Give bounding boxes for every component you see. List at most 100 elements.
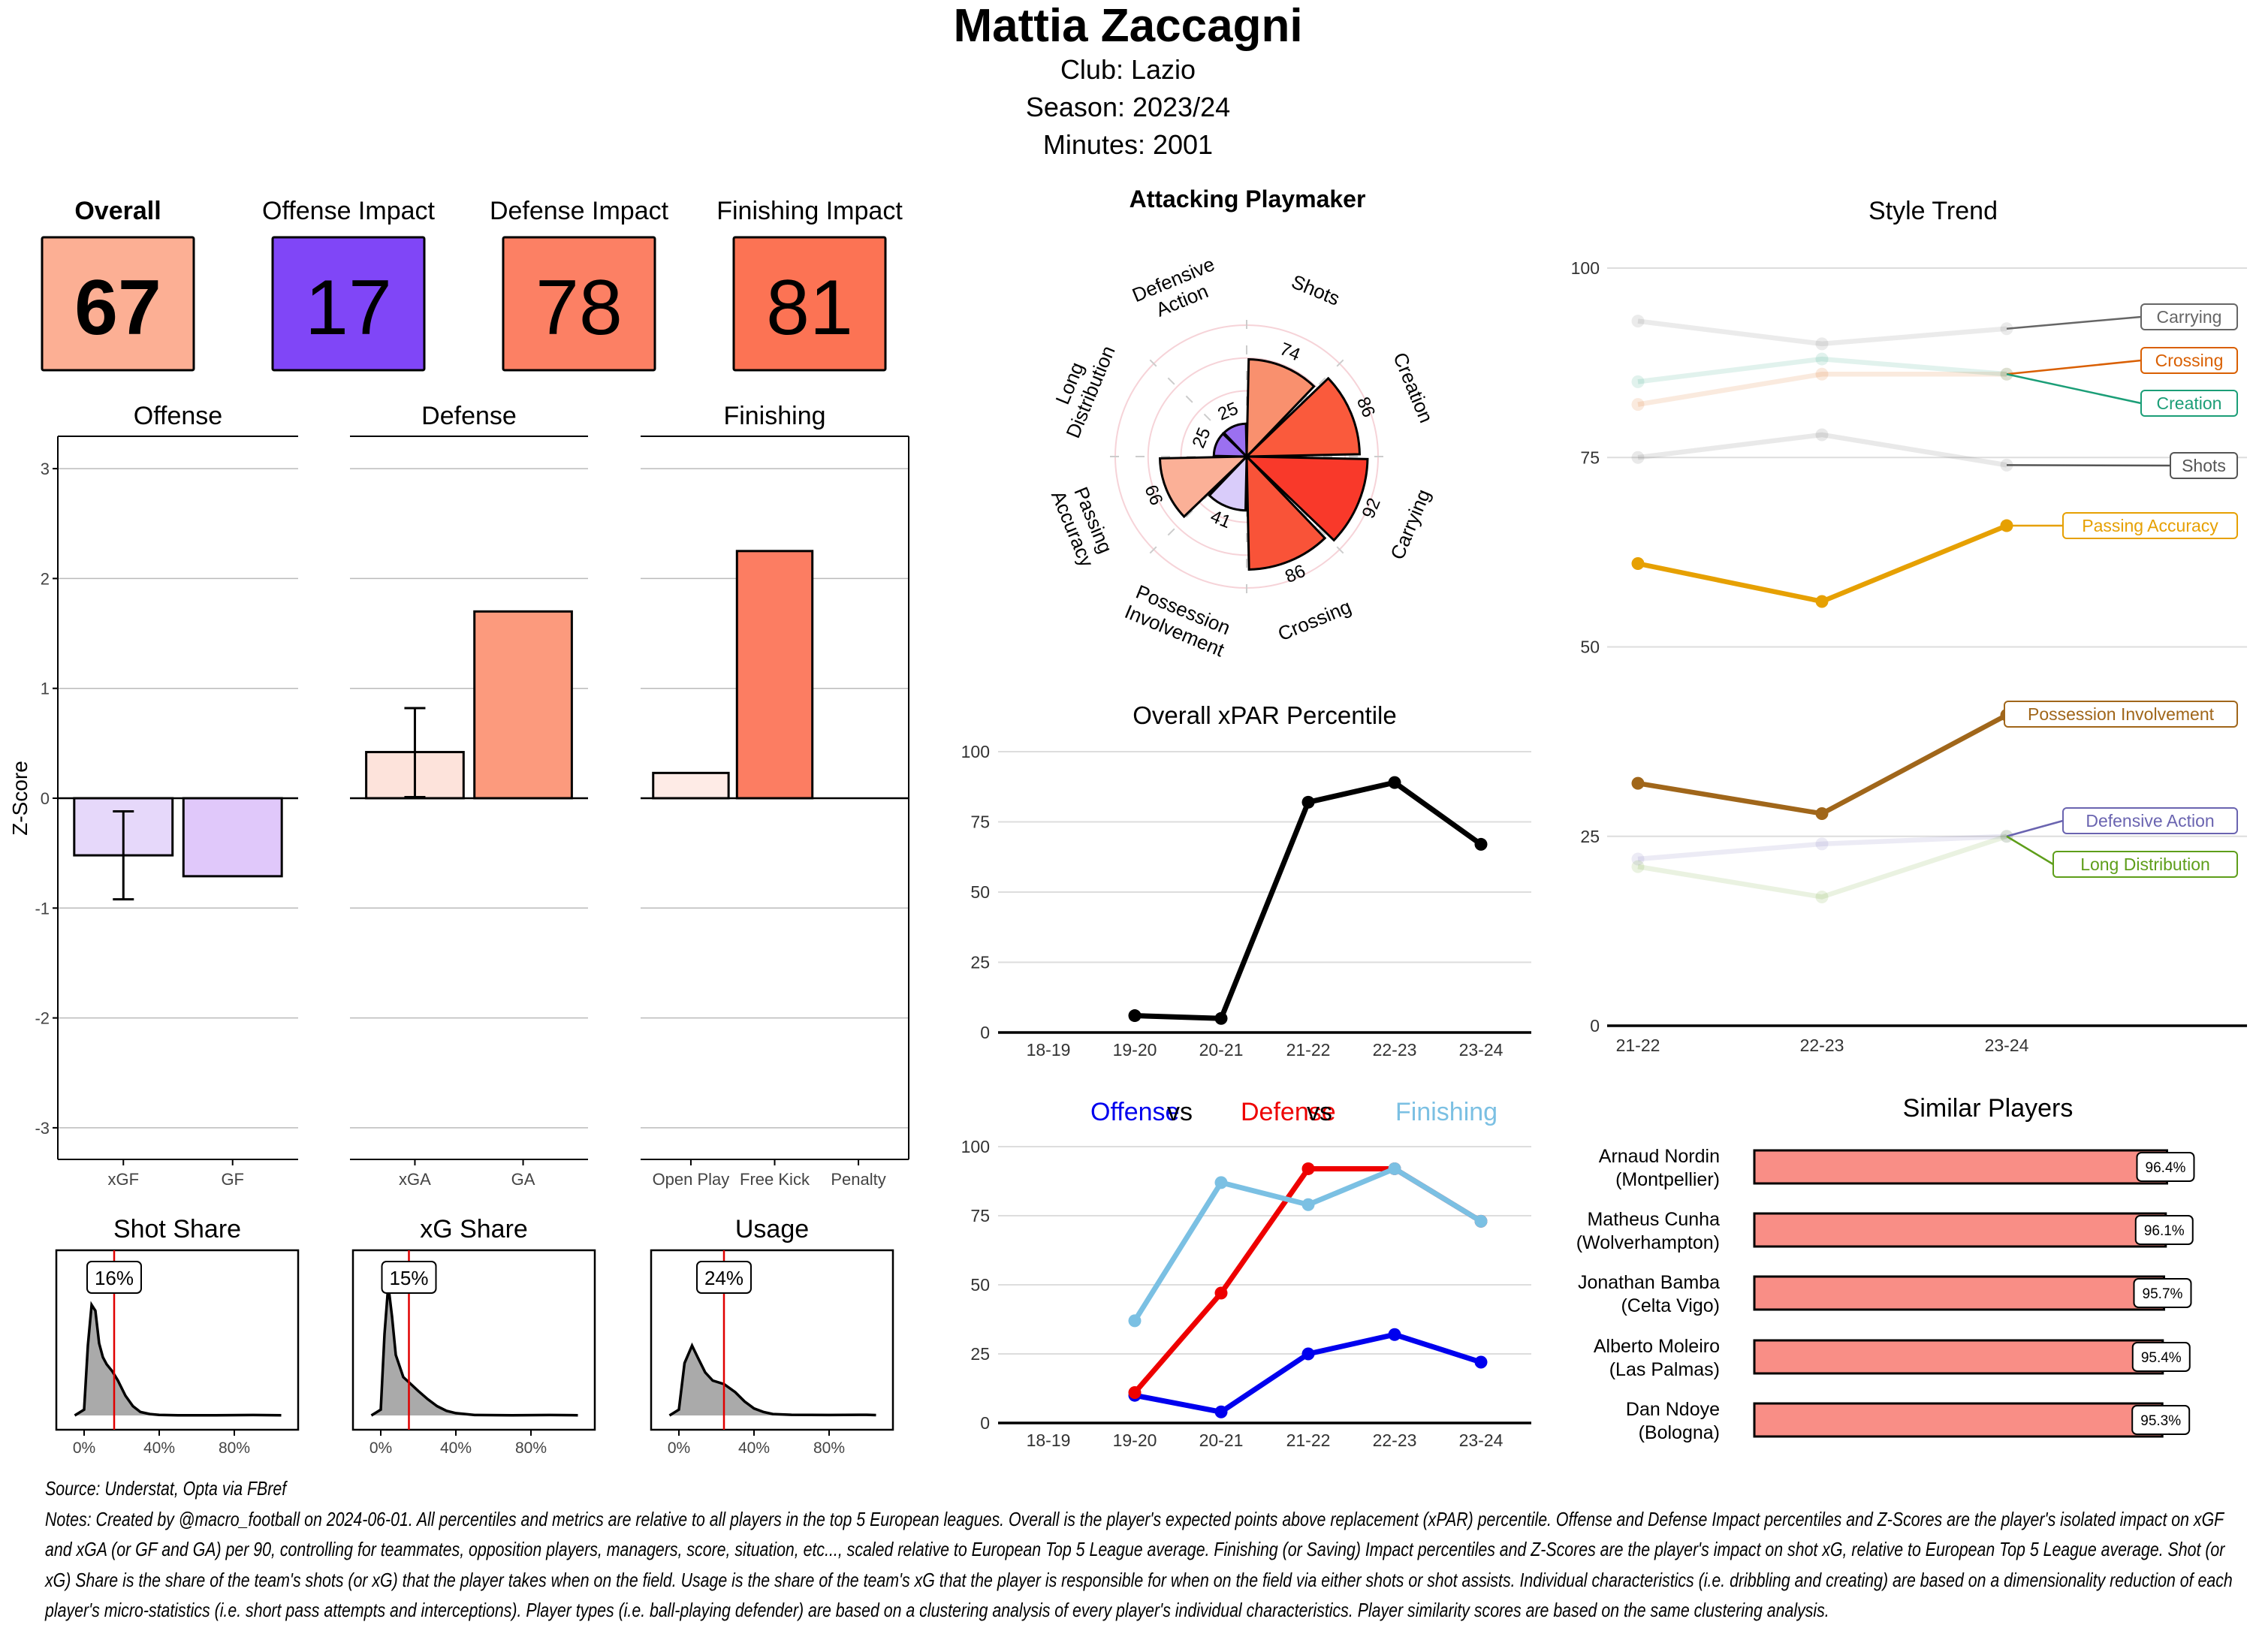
series-label-box [2140, 303, 2238, 330]
polar-value-label: 92 [1359, 495, 1385, 521]
x-tick-label: 40% [143, 1439, 175, 1457]
polar-value-label: 66 [1140, 482, 1166, 508]
zscore-chart: Offense xGF GF Defense xGA GA Finishing Open Pl… [8, 402, 909, 1189]
ovd-defense-point [1128, 1386, 1142, 1400]
player-value-label: 16% [95, 1267, 134, 1289]
ovd-finishing-point [1214, 1176, 1228, 1189]
density-area [669, 1346, 876, 1415]
polar-bar [1244, 455, 1369, 542]
y-tick-label: 0 [1590, 1016, 1600, 1036]
style-long-distribution-point [1815, 890, 1829, 903]
style-creation-line [1637, 356, 2007, 384]
category-label: xGF [107, 1170, 139, 1189]
footer-notes: Source: Understat, Opta via FBref Notes:… [45, 1473, 2237, 1626]
facet-title: Defense [421, 402, 517, 430]
y-tick-label: -2 [35, 1009, 50, 1028]
style-trend-title: Style Trend [1868, 197, 1998, 225]
ovd-offense-point [1214, 1405, 1228, 1418]
y-tick-label: 3 [41, 460, 50, 478]
polar-value-label: 74 [1277, 339, 1303, 365]
club-line: Club: Lazio [1060, 54, 1196, 85]
polar-category-label: Crossing [1274, 595, 1354, 645]
x-tick-label: 20-21 [1199, 1040, 1244, 1060]
polar-grid-circle [1180, 390, 1313, 523]
x-tick-label: 80% [813, 1439, 845, 1457]
impact-card [732, 236, 887, 372]
style-creation-point [1631, 375, 1645, 388]
facet-title: Offense [134, 402, 222, 430]
style-long-distribution-point [1631, 860, 1645, 873]
similarity-label-box [2131, 1405, 2191, 1435]
series-label-box [2052, 851, 2238, 878]
style-defensive-action-line [1637, 834, 2007, 862]
xpar-title: Overall xPAR Percentile [1133, 701, 1397, 729]
y-tick-label: 2 [41, 569, 50, 588]
ovd-title-part: Offense [1090, 1098, 1179, 1126]
impact-card [41, 236, 195, 372]
label-connector [2006, 359, 2142, 375]
ovd-finishing-point [1474, 1214, 1488, 1228]
player-club: (Las Palmas) [1609, 1359, 1720, 1380]
series-label-box [2170, 452, 2238, 479]
x-tick-label: 19-20 [1113, 1430, 1157, 1450]
offense-defense-finishing-chart: Offensevs Defensevs Finishing025507510018-… [961, 1098, 1531, 1450]
x-tick-label: 18-19 [1027, 1040, 1071, 1060]
y-tick-label: 25 [1580, 827, 1600, 846]
player-name: Jonathan Bamba [1578, 1272, 1720, 1293]
ovd-offense-point [1474, 1355, 1488, 1369]
impact-label: Defense Impact [490, 197, 669, 225]
x-tick-label: 22-23 [1373, 1040, 1417, 1060]
y-tick-label: 25 [970, 953, 990, 972]
x-tick-label: 21-22 [1286, 1430, 1331, 1450]
y-axis-label: Z-Score [8, 761, 32, 836]
similarity-label: 96.1% [2144, 1223, 2185, 1239]
y-tick-label: 1 [41, 680, 50, 698]
series-label-box [2140, 390, 2238, 417]
polar-value-label: 25 [1188, 425, 1214, 451]
player-club: (Montpellier) [1615, 1169, 1720, 1190]
x-tick-label: 18-19 [1027, 1430, 1071, 1450]
polar-value-label: 41 [1208, 506, 1234, 532]
impact-card [502, 236, 656, 372]
impact-value: 67 [74, 264, 161, 351]
category-label: GA [511, 1170, 535, 1189]
y-tick-label: 100 [961, 1137, 990, 1156]
ovd-offense-point [1388, 1328, 1401, 1341]
similarity-bar [1753, 1402, 2164, 1438]
category-label: xGA [399, 1170, 431, 1189]
polar-bar [1244, 376, 1362, 458]
impact-label: Overall [74, 197, 161, 225]
density-title: xG Share [420, 1215, 528, 1244]
impact-card [271, 236, 426, 372]
polar-category-label: Creation [1389, 349, 1437, 426]
xpar-percentile-chart: Overall xPAR Percentile 0 25 50 75 100 18-19 19… [961, 701, 1531, 1060]
ovd-title-part: Defense [1241, 1098, 1336, 1126]
label-connector [2006, 373, 2142, 405]
polar-category-label: Carrying [1386, 486, 1434, 562]
style-shots-point [1631, 451, 1645, 464]
y-tick-label: -1 [35, 899, 50, 918]
player-value-box [381, 1261, 437, 1294]
style-passing-accuracy-line [1637, 523, 2008, 604]
y-tick-label: 100 [1571, 258, 1600, 278]
style-defensive-action-point [1815, 837, 1829, 851]
ovd-finishing-line [1133, 1165, 1482, 1322]
polar-category-label: Shots [1288, 270, 1343, 310]
series-label: Possession Involvement [2028, 704, 2215, 724]
style-carrying-line [1637, 318, 2007, 347]
similarity-label-box [2136, 1152, 2195, 1182]
similarity-bar [1753, 1339, 2164, 1375]
x-tick-label: 0% [668, 1439, 690, 1457]
xpar-series-point [1128, 1009, 1142, 1023]
label-connector [2006, 464, 2171, 467]
ovd-title: Offensevs Defensevs Finishing [1090, 1098, 1497, 1126]
polar-bar [1212, 432, 1250, 458]
x-tick-label: 19-20 [1113, 1040, 1157, 1060]
ovd-offense-point [1301, 1347, 1315, 1361]
style-passing-accuracy-point [1815, 595, 1829, 608]
minutes-line: Minutes: 2001 [1043, 129, 1213, 160]
style-creation-point [1815, 352, 1829, 366]
series-label: Crossing [2155, 351, 2224, 370]
density-panel [351, 1249, 596, 1431]
